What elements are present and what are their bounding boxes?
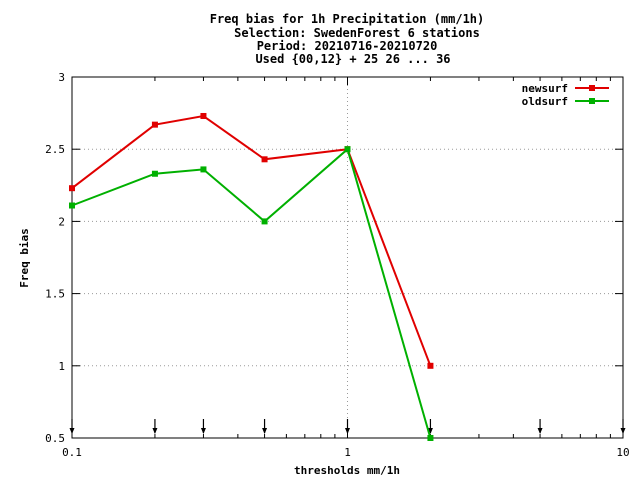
data-point-newsurf — [261, 156, 268, 163]
threshold-marker — [152, 419, 158, 434]
series-oldsurf — [69, 146, 434, 441]
x-axis-label: thresholds mm/1h — [294, 464, 400, 477]
title-line-1: Freq bias for 1h Precipitation (mm/1h) — [210, 12, 485, 26]
y-tick-labels: 0.5 1 1.5 2 2.5 3 — [45, 71, 65, 445]
data-point-oldsurf — [69, 202, 75, 209]
legend-swatch-point — [589, 98, 595, 104]
x-tick-label: 1 — [344, 446, 351, 459]
series-line-newsurf — [71, 114, 432, 367]
data-point-newsurf — [200, 112, 207, 119]
title-line-4: Used {00,12} + 25 26 ... 36 — [255, 52, 450, 66]
data-point-oldsurf — [427, 435, 434, 441]
y-tick-label: 0.5 — [45, 432, 65, 445]
series-newsurf — [69, 112, 434, 369]
grid-lines — [72, 77, 623, 438]
y-tick-label: 2 — [58, 215, 65, 228]
legend-swatch-point — [589, 85, 595, 91]
data-point-oldsurf — [200, 166, 207, 173]
series-line-oldsurf — [71, 147, 432, 439]
legend-label: newsurf — [522, 82, 568, 95]
threshold-marker — [345, 419, 350, 434]
y-axis-label: Freq bias — [18, 228, 31, 288]
x-tick-label: 0.1 — [62, 446, 82, 459]
x-tick-labels: 0.1 1 10 — [62, 446, 630, 459]
series-lines — [69, 112, 434, 441]
threshold-marker — [620, 419, 626, 434]
threshold-marker — [262, 419, 268, 434]
y-tick-label: 2.5 — [45, 143, 65, 156]
data-point-oldsurf — [344, 146, 351, 153]
title-line-2: Selection: SwedenForest 6 stations — [234, 26, 480, 40]
axis-ticks — [71, 76, 624, 439]
y-tick-label: 1 — [58, 360, 65, 373]
threshold-marker — [537, 419, 543, 434]
data-point-newsurf — [151, 121, 158, 128]
threshold-marker — [427, 419, 433, 434]
x-tick-label: 10 — [616, 446, 629, 459]
chart-title: Freq bias for 1h Precipitation (mm/1h) S… — [210, 12, 485, 66]
legend-entry-oldsurf: oldsurf — [522, 95, 609, 108]
threshold-marker — [200, 419, 206, 434]
data-point-oldsurf — [261, 218, 268, 225]
legend-entry-newsurf: newsurf — [522, 82, 609, 95]
title-line-3: Period: 20210716-20210720 — [257, 39, 438, 53]
data-point-oldsurf — [151, 170, 158, 177]
threshold-markers — [69, 419, 626, 434]
y-tick-label: 3 — [58, 71, 65, 84]
data-point-newsurf — [427, 362, 434, 369]
y-tick-label: 1.5 — [45, 288, 65, 301]
legend-label: oldsurf — [522, 95, 568, 108]
data-point-newsurf — [69, 185, 75, 192]
threshold-marker — [69, 419, 75, 434]
